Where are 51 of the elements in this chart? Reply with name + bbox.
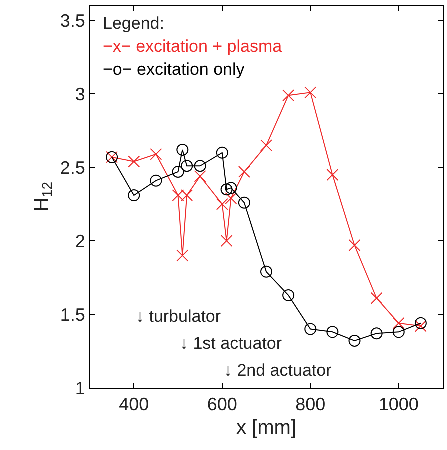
point [370, 292, 383, 304]
point [414, 317, 427, 330]
point [238, 166, 250, 178]
y-tick-label: 2 [75, 231, 86, 252]
point [304, 86, 317, 99]
text: −x− excitation + plasma [103, 37, 283, 56]
x-tick-label: 400 [119, 394, 150, 415]
point [225, 192, 238, 204]
x-axis-title: x [mm] [236, 417, 296, 440]
point [172, 166, 184, 178]
point [326, 168, 339, 181]
point [194, 160, 206, 172]
point [348, 334, 361, 347]
text: −o− excitation only [103, 60, 246, 79]
y-tick-label: 1.5 [60, 304, 86, 325]
x-tick-label: 1000 [378, 394, 419, 415]
point [216, 146, 228, 159]
point [176, 144, 189, 156]
point [348, 239, 361, 252]
point [260, 266, 272, 278]
point [392, 326, 405, 338]
point [370, 328, 383, 340]
point [326, 326, 339, 338]
point [150, 148, 162, 160]
point [194, 170, 206, 182]
annotation: ↓ turbulator [136, 307, 222, 326]
point [176, 250, 189, 262]
point [282, 90, 295, 102]
x-tick-label: 800 [296, 394, 326, 415]
y-tick-label: 3.5 [60, 10, 86, 31]
point [150, 174, 162, 187]
annotation: ↓ 1st actuator [180, 334, 282, 353]
y-tick-label: 3 [75, 84, 86, 104]
point [392, 317, 405, 330]
legend-title: Legend: [103, 14, 164, 33]
point [414, 320, 427, 332]
annotation: ↓ 2nd actuator [224, 361, 332, 380]
point [181, 160, 194, 172]
point [260, 140, 272, 152]
y-tick-label: 1 [75, 378, 86, 398]
point [238, 196, 250, 209]
point [128, 156, 140, 168]
point [220, 235, 233, 248]
y-tick-label: 2.5 [60, 158, 86, 178]
point [282, 289, 295, 302]
point [225, 182, 238, 194]
point [304, 323, 317, 336]
point [216, 198, 228, 210]
x-tick-label: 600 [207, 394, 238, 415]
point [220, 184, 233, 196]
point [128, 190, 140, 202]
